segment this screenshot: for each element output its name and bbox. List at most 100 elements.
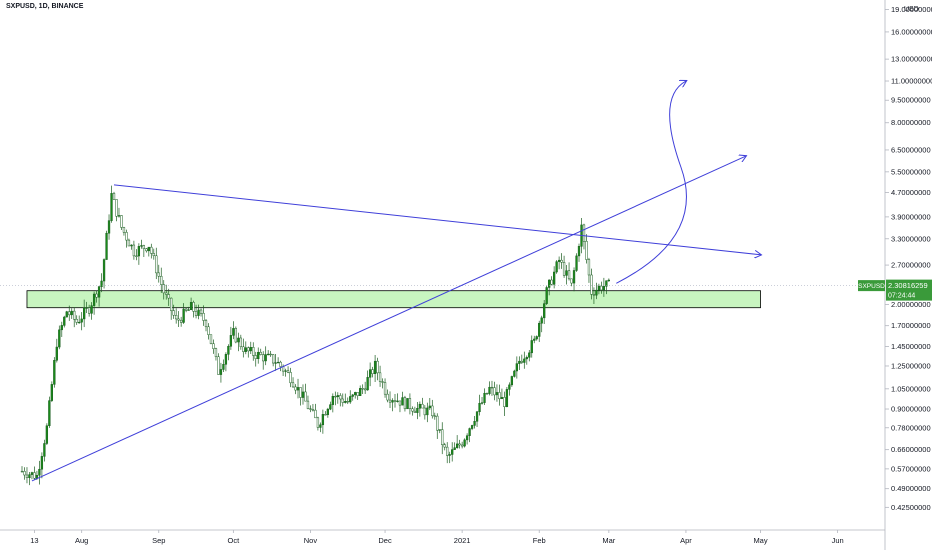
candle-body xyxy=(23,471,26,476)
candle-body xyxy=(602,286,606,291)
candle-body xyxy=(341,398,344,403)
candle-body xyxy=(339,395,342,400)
candle-body xyxy=(520,360,523,363)
candle-body xyxy=(426,407,429,416)
candle-body xyxy=(562,262,566,276)
candle-body xyxy=(334,395,337,398)
candle-body xyxy=(301,391,305,398)
price-tick-label: 1.25000000 xyxy=(891,361,931,370)
candle-body xyxy=(219,369,223,375)
candle-body xyxy=(458,443,461,446)
candle-body xyxy=(314,409,317,419)
candle-body xyxy=(224,354,228,365)
candle-body xyxy=(401,397,404,406)
candle-body xyxy=(530,340,533,354)
candle-body xyxy=(207,326,210,335)
candle-body xyxy=(421,403,424,409)
candle-body xyxy=(463,439,466,447)
candle-body xyxy=(177,318,180,321)
candle-body xyxy=(438,429,441,431)
price-tick-label: 1.45000000 xyxy=(891,342,931,351)
price-tick-label: 5.50000000 xyxy=(891,167,931,176)
candle-body xyxy=(170,297,173,311)
candle-body xyxy=(87,307,91,314)
candle-body xyxy=(239,337,242,348)
candle-body xyxy=(244,347,247,352)
candle-body xyxy=(20,470,24,473)
candle-body xyxy=(473,421,476,426)
candle-body xyxy=(192,302,195,312)
time-axis: 13 Aug Sep Oct Nov Dec 2021 Feb Mar Apr May Jun xyxy=(0,529,885,545)
candle-body xyxy=(411,408,414,412)
candle-body xyxy=(448,454,451,456)
candle-body xyxy=(43,443,46,457)
candle-body xyxy=(451,449,454,455)
candle-body xyxy=(433,415,436,417)
price-tick-label: 1.05000000 xyxy=(891,384,931,393)
candle-body xyxy=(525,357,528,360)
candle-body xyxy=(209,334,213,344)
candle-body xyxy=(247,347,250,352)
candle-body xyxy=(597,285,601,291)
candle-body xyxy=(349,396,352,403)
candle-body xyxy=(140,245,143,247)
candle-body xyxy=(142,245,145,249)
candle-body xyxy=(478,403,481,413)
time-tick-label: Apr xyxy=(680,536,692,545)
candle-body xyxy=(366,377,369,391)
candle-body xyxy=(175,314,178,320)
candle-body xyxy=(272,354,275,364)
ascending-trendline xyxy=(31,156,746,482)
candle-body xyxy=(229,335,233,347)
candle-body xyxy=(197,309,200,316)
candle-body xyxy=(552,271,556,285)
candle-body xyxy=(565,270,568,276)
candle-body xyxy=(189,302,193,310)
candle-body xyxy=(595,289,598,296)
candle-body xyxy=(548,279,551,288)
candle-body xyxy=(398,400,402,406)
candle-body xyxy=(40,456,44,470)
candle-body xyxy=(150,246,153,254)
candle-body xyxy=(490,386,494,389)
candle-body xyxy=(102,259,106,282)
candle-body xyxy=(329,404,332,410)
candle-body xyxy=(388,399,392,403)
candle-body xyxy=(309,408,312,410)
candle-body xyxy=(50,384,53,401)
candle-body xyxy=(204,320,208,328)
candle-body xyxy=(443,444,446,448)
candle-body xyxy=(513,370,516,377)
time-tick-label: Mar xyxy=(602,536,615,545)
candle-body xyxy=(485,392,489,395)
candle-body xyxy=(63,316,66,326)
candle-body xyxy=(217,356,220,375)
candle-body xyxy=(257,351,260,359)
price-tick-label: 0.57000000 xyxy=(891,464,931,473)
candle-body xyxy=(112,193,116,200)
candle-body xyxy=(179,319,183,323)
candle-body xyxy=(165,292,168,295)
candle-body xyxy=(53,360,56,385)
price-tick-label: 2.70000000 xyxy=(891,261,931,270)
candle-body xyxy=(515,363,518,372)
price-tick-label: 0.42500000 xyxy=(891,503,931,512)
candle-body xyxy=(259,351,262,355)
candle-body xyxy=(122,227,126,233)
candle-body xyxy=(73,310,76,320)
candle-body xyxy=(311,409,315,411)
candle-body xyxy=(227,346,230,355)
time-tick-label: Aug xyxy=(75,536,88,545)
candle-body xyxy=(83,307,86,320)
candle-body xyxy=(267,353,270,356)
candle-body xyxy=(199,309,203,314)
candle-body xyxy=(590,274,593,295)
price-tick-label: 0.66000000 xyxy=(891,445,931,454)
candle-body xyxy=(130,244,133,247)
candle-body xyxy=(110,193,113,221)
candle-body xyxy=(276,361,280,364)
candle-body xyxy=(555,261,558,273)
candle-body xyxy=(403,397,407,410)
price-tick-label: 13.00000000 xyxy=(891,55,932,64)
